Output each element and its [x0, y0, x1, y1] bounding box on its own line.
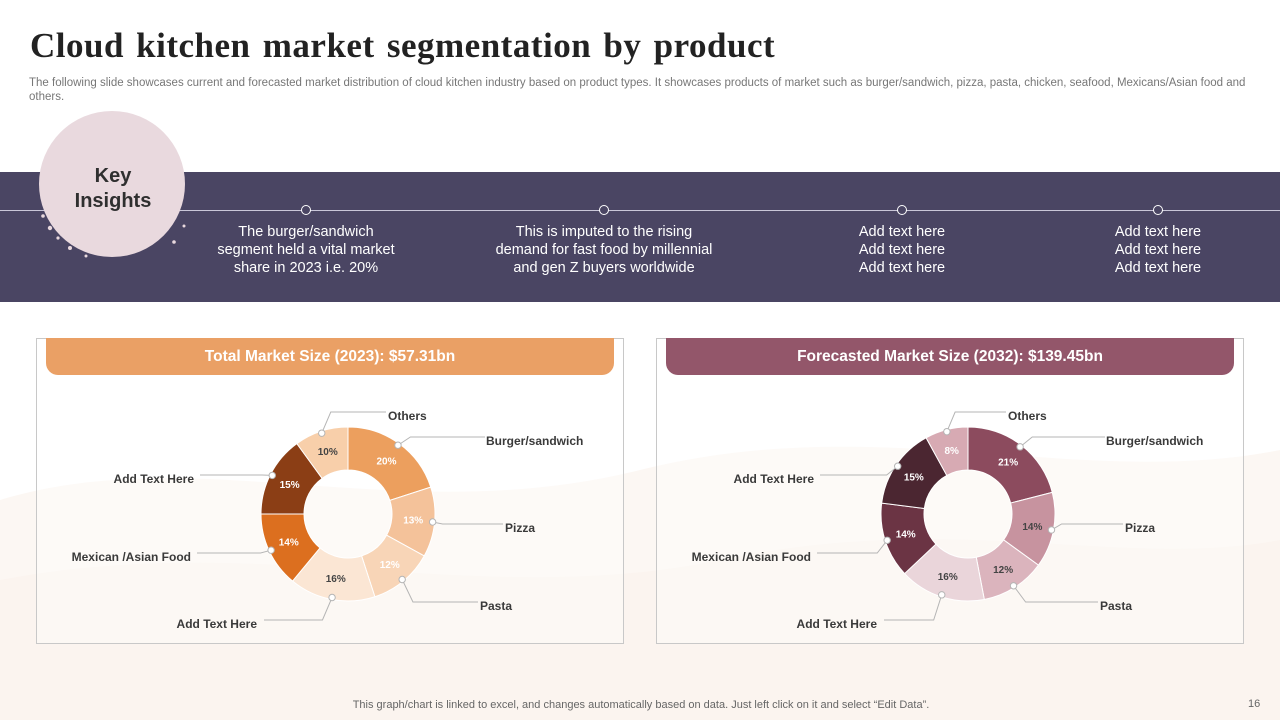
leader-dot — [398, 575, 406, 584]
timeline-dot — [599, 205, 609, 215]
leader-dot — [318, 429, 326, 437]
leader-line — [817, 539, 888, 554]
category-label: Add Text Here — [177, 617, 258, 631]
key-insights-label: Key Insights — [74, 165, 152, 212]
leader-dot — [394, 441, 402, 449]
leader-dot — [428, 518, 437, 526]
leader-dot — [943, 427, 951, 436]
slice-value-label: 21% — [998, 458, 1018, 469]
insight-text: The burger/sandwich segment held a vital… — [217, 224, 395, 276]
leader-line — [1051, 523, 1123, 531]
leader-line — [884, 594, 943, 621]
leader-line — [197, 549, 272, 554]
slice-value-label: 14% — [1022, 522, 1042, 533]
footer-note: This graph/chart is linked to excel, and… — [352, 699, 930, 711]
donut-slice[interactable] — [925, 426, 969, 477]
slice-value-label: 20% — [376, 457, 396, 468]
slice-value-label: 12% — [380, 560, 400, 571]
slice-value-label: 10% — [318, 447, 338, 458]
slice-value-label: 14% — [279, 537, 299, 548]
slice-value-label: 16% — [326, 574, 346, 585]
timeline-dot — [301, 205, 311, 215]
chart-title-2032: Forecasted Market Size (2032): $139.45bn — [666, 338, 1234, 375]
page-number: 16 — [1248, 698, 1261, 710]
slice-value-label: 15% — [280, 480, 300, 491]
slice-value-label: 12% — [993, 565, 1013, 576]
insight-text: Add text here Add text here Add text her… — [1114, 224, 1202, 276]
slice-value-label: 8% — [944, 446, 959, 457]
insights-band — [0, 172, 1280, 302]
leader-line — [1013, 585, 1098, 603]
leader-line — [1019, 436, 1105, 448]
category-label: Burger/sandwich — [486, 434, 583, 448]
leader-dot — [1047, 526, 1056, 534]
timeline-dot — [897, 205, 907, 215]
category-label: Add Text Here — [114, 472, 195, 486]
page-title: Cloud kitchen market segmentation by pro… — [30, 26, 776, 65]
donut-chart-2023[interactable]: 20% Burger/sandwich 13% Pizza 12% Pasta 16% Add… — [37, 339, 625, 645]
category-label: Add Text Here — [797, 617, 878, 631]
slice-value-label: 14% — [896, 530, 916, 541]
insights-timeline — [0, 210, 1280, 211]
category-label: Pizza — [1125, 521, 1155, 535]
category-label: Pizza — [505, 521, 535, 535]
leader-dot — [1009, 582, 1018, 590]
category-label: Mexican /Asian Food — [72, 550, 191, 564]
leader-dot — [893, 462, 902, 470]
category-label: Others — [1008, 409, 1047, 423]
category-label: Pasta — [480, 599, 512, 613]
slice-value-label: 16% — [938, 572, 958, 583]
leader-dot — [938, 591, 946, 599]
leader-line — [432, 521, 503, 525]
leader-line — [401, 579, 478, 603]
leader-line — [946, 411, 1006, 432]
slice-value-label: 13% — [403, 516, 423, 527]
key-insights-brush-circle — [39, 111, 186, 258]
category-label: Pasta — [1100, 599, 1132, 613]
leader-dot — [1016, 443, 1024, 451]
leader-line — [397, 436, 485, 446]
leader-dot — [267, 546, 275, 554]
chart-panel-2032: Forecasted Market Size (2032): $139.45bn… — [656, 338, 1244, 644]
chart-panel-2023: Total Market Size (2023): $57.31bn 20% Bu… — [36, 338, 624, 644]
category-label: Others — [388, 409, 427, 423]
leader-line — [321, 411, 386, 434]
leader-dot — [883, 536, 891, 544]
page-subtitle: The following slide showcases current an… — [29, 77, 1246, 103]
insight-text: This is imputed to the rising demand for… — [495, 224, 713, 276]
leader-line — [820, 465, 899, 476]
leader-dot — [328, 593, 336, 602]
chart-title-2023: Total Market Size (2023): $57.31bn — [46, 338, 614, 375]
slice-value-label: 15% — [904, 473, 924, 484]
leader-dot — [268, 471, 276, 480]
category-label: Burger/sandwich — [1106, 434, 1203, 448]
donut-slice[interactable] — [296, 426, 349, 480]
leader-line — [264, 597, 333, 621]
insight-text: Add text here Add text here Add text her… — [858, 224, 946, 276]
donut-chart-2032[interactable]: 21% Burger/sandwich 14% Pizza 12% Pasta 16% Add… — [657, 339, 1245, 645]
category-label: Mexican /Asian Food — [692, 550, 811, 564]
timeline-dot — [1153, 205, 1163, 215]
category-label: Add Text Here — [734, 472, 815, 486]
